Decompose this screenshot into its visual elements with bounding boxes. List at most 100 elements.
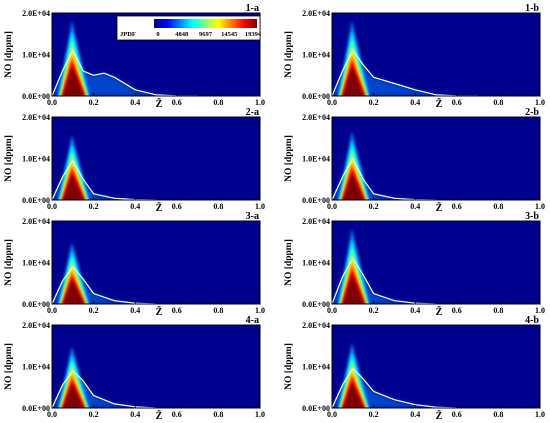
x-tick-label: 0.8	[213, 202, 223, 211]
y-tick-label: 2.0E+04	[302, 113, 330, 122]
y-tick-label: 2.0E+04	[22, 9, 50, 18]
x-axis-label: Z̃	[156, 409, 163, 422]
jpdf-band	[342, 172, 365, 200]
jpdf-heatmap	[332, 131, 437, 200]
colorbar: JPDF 0 4848 9697 14545 19394	[116, 15, 262, 41]
jpdf-heatmap	[52, 242, 157, 304]
panel-4-a: 0.0 0.2 0.4 0.6 0.8 1.0 0.0E+00 1.0E+04 2.0E+04 Z…	[4, 315, 265, 422]
x-tick-label: 0.2	[369, 410, 379, 419]
jpdf-tail	[52, 50, 198, 96]
y-tick-label: 1.0E+04	[302, 363, 330, 372]
x-tick-label: 0.8	[493, 202, 503, 211]
y-axis-label: NO [dppm]	[284, 239, 294, 286]
x-tick-label: 0.8	[493, 306, 503, 315]
mean-curve	[332, 368, 457, 408]
x-tick-label: 0.4	[130, 202, 140, 211]
y-tick-label: 1.0E+04	[22, 155, 50, 164]
y-axis-label: NO [dppm]	[4, 343, 14, 390]
jpdf-band	[62, 173, 85, 200]
x-tick-label: 0.0	[47, 202, 57, 211]
colorbar-tick-label: 0	[156, 31, 159, 38]
jpdf-heatmap	[52, 134, 157, 200]
y-tick-label: 1.0E+04	[302, 155, 330, 164]
mean-curve	[332, 157, 437, 200]
panel-label: 4-b	[525, 315, 539, 326]
y-tick-label: 2.0E+04	[22, 113, 50, 122]
x-tick-label: 0.6	[172, 410, 182, 419]
x-tick-label: 0.6	[452, 202, 462, 211]
mean-curve	[52, 266, 157, 304]
y-tick-label: 0.0E+00	[22, 404, 50, 413]
jpdf-band	[62, 383, 85, 408]
x-axis-label: Z̃	[156, 201, 163, 214]
y-axis-label: NO [dppm]	[284, 343, 294, 390]
y-tick-label: 2.0E+04	[22, 217, 50, 226]
y-tick-label: 0.0E+00	[302, 92, 330, 101]
mean-curve	[52, 160, 157, 200]
x-tick-label: 0.2	[89, 306, 99, 315]
panel-label: 2-a	[246, 107, 259, 118]
x-tick-label: 0.6	[452, 410, 462, 419]
colorbar-tick-label: 14545	[221, 31, 238, 38]
y-axis-label: NO [dppm]	[284, 135, 294, 182]
y-tick-label: 1.0E+04	[22, 363, 50, 372]
jpdf-heatmap	[332, 342, 457, 408]
jpdf-tail	[332, 50, 478, 96]
y-tick-label: 1.0E+04	[22, 259, 50, 268]
y-tick-label: 0.0E+00	[22, 92, 50, 101]
panel-2-b: 0.0 0.2 0.4 0.6 0.8 1.0 0.0E+00 1.0E+04 2.0E+04 Z…	[284, 107, 545, 214]
x-axis-label: Z̃	[436, 97, 443, 110]
x-tick-label: 0.4	[410, 202, 420, 211]
x-axis-label: Z̃	[436, 201, 443, 214]
x-tick-label: 0.0	[47, 410, 57, 419]
y-tick-label: 0.0E+00	[22, 196, 50, 205]
x-tick-label: 0.8	[213, 98, 223, 107]
panel-label: 4-a	[246, 315, 259, 326]
x-tick-label: 1.0	[255, 202, 265, 211]
panel-3-a: 0.0 0.2 0.4 0.6 0.8 1.0 0.0E+00 1.0E+04 2.0E+04 Z…	[4, 211, 265, 318]
colorbar-gradient	[154, 19, 257, 28]
y-tick-label: 1.0E+04	[302, 51, 330, 60]
y-tick-label: 2.0E+04	[302, 321, 330, 330]
jpdf-heatmap	[52, 20, 198, 96]
mean-curve	[332, 49, 478, 96]
y-tick-label: 2.0E+04	[22, 321, 50, 330]
x-tick-label: 0.0	[327, 202, 337, 211]
x-axis-label: Z̃	[156, 97, 163, 110]
jpdf-heatmap	[332, 20, 478, 96]
x-tick-label: 0.8	[213, 306, 223, 315]
x-tick-label: 0.4	[130, 98, 140, 107]
x-tick-label: 0.0	[327, 306, 337, 315]
y-axis-label: NO [dppm]	[284, 31, 294, 78]
colorbar-label: JPDF	[120, 31, 136, 38]
x-tick-label: 1.0	[535, 202, 545, 211]
jpdf-band	[342, 381, 365, 408]
x-tick-label: 1.0	[255, 306, 265, 315]
x-tick-label: 0.6	[452, 98, 462, 107]
x-tick-label: 0.2	[89, 98, 99, 107]
x-tick-label: 0.8	[213, 410, 223, 419]
x-tick-label: 1.0	[535, 306, 545, 315]
x-tick-label: 1.0	[255, 98, 265, 107]
y-tick-label: 1.0E+04	[22, 51, 50, 60]
jpdf-band	[62, 279, 85, 304]
x-tick-label: 0.6	[452, 306, 462, 315]
x-tick-label: 0.0	[327, 410, 337, 419]
y-axis-label: NO [dppm]	[4, 31, 14, 78]
colorbar-tick-label: 19394	[245, 31, 262, 38]
y-tick-label: 1.0E+04	[302, 259, 330, 268]
x-tick-label: 0.0	[327, 98, 337, 107]
x-axis-label: Z̃	[156, 305, 163, 318]
panel-label: 1-a	[246, 3, 259, 14]
x-tick-label: 0.2	[369, 306, 379, 315]
x-axis-label: Z̃	[436, 305, 443, 318]
x-tick-label: 0.2	[89, 202, 99, 211]
y-tick-label: 0.0E+00	[22, 300, 50, 309]
colorbar-tick-label: 9697	[199, 31, 213, 38]
x-tick-label: 0.8	[493, 410, 503, 419]
jpdf-band	[342, 273, 365, 304]
panel-1-b: 0.0 0.2 0.4 0.6 0.8 1.0 0.0E+00 1.0E+04 2.0E+04 Z…	[284, 3, 545, 110]
jpdf-heatmap	[52, 346, 157, 408]
x-tick-label: 0.6	[172, 306, 182, 315]
y-tick-label: 2.0E+04	[302, 9, 330, 18]
